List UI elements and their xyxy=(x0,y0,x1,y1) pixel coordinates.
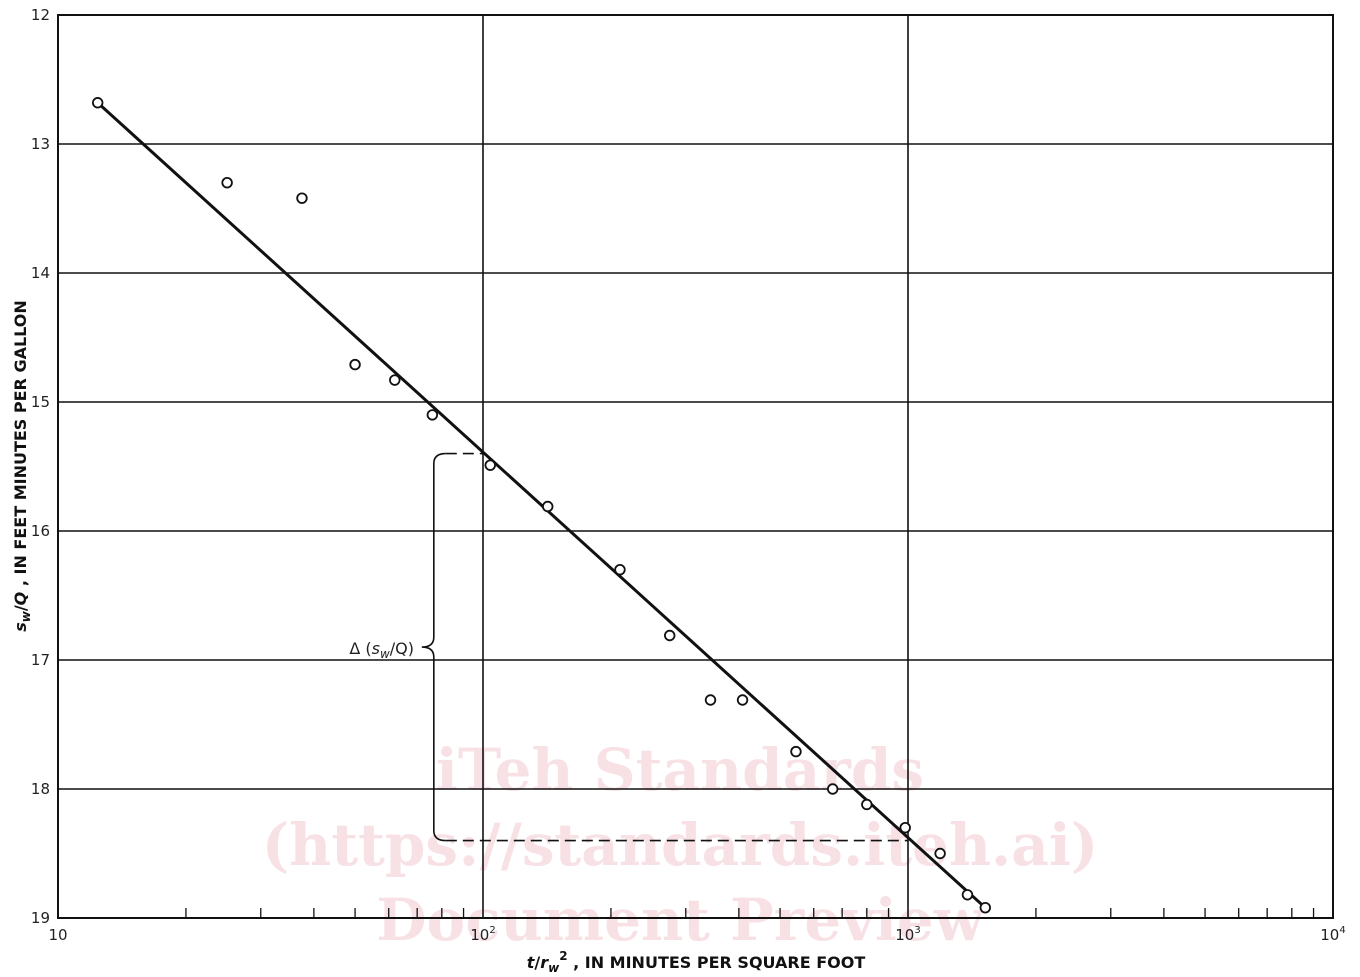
fit-line xyxy=(96,101,987,909)
y-tick-label: 18 xyxy=(31,780,50,798)
y-tick-label: 13 xyxy=(31,135,50,153)
data-point xyxy=(614,564,626,576)
data-point xyxy=(221,176,233,189)
watermark-line-1: iTeh Standards xyxy=(436,736,924,804)
data-point xyxy=(861,798,873,811)
x-tick-label: 103 xyxy=(895,925,920,944)
data-point xyxy=(664,629,676,642)
data-point xyxy=(961,889,974,901)
x-axis-title: t/rw2 , IN MINUTES PER SQUARE FOOT xyxy=(527,949,866,975)
y-tick-label: 12 xyxy=(31,6,50,24)
y-tick-label: 14 xyxy=(31,264,50,282)
y-axis-title: sw/Q , IN FEET MINUTES PER GALLON xyxy=(11,300,33,632)
data-point xyxy=(542,500,554,513)
plot-frame xyxy=(57,14,1334,919)
y-tick-label: 15 xyxy=(31,393,50,411)
x-tick-label: 102 xyxy=(470,925,495,944)
data-point xyxy=(484,459,496,471)
data-point xyxy=(826,783,839,795)
data-point xyxy=(426,409,439,421)
y-tick-label: 19 xyxy=(31,909,50,927)
data-points xyxy=(92,97,991,914)
watermark: iTeh Standards (https://standards.iteh.a… xyxy=(262,736,1099,954)
y-tick-label: 16 xyxy=(31,522,50,540)
x-tick-label: 104 xyxy=(1320,925,1345,944)
watermark-line-2: (https://standards.iteh.ai) xyxy=(262,811,1099,879)
data-point xyxy=(389,374,401,386)
data-point xyxy=(790,745,802,758)
plot-border xyxy=(57,14,1334,919)
data-point xyxy=(899,822,911,834)
data-point xyxy=(92,97,104,109)
y-tick-label: 17 xyxy=(31,651,50,669)
data-point xyxy=(934,847,946,860)
delta-label: Δ (sw/Q) xyxy=(349,639,414,661)
data-point xyxy=(349,358,361,371)
x-tick-label: 10 xyxy=(48,926,67,944)
fit-line-group xyxy=(96,101,987,909)
data-point xyxy=(704,694,717,706)
watermark-line-3: Document Preview xyxy=(376,886,986,954)
data-point xyxy=(296,192,308,204)
data-point xyxy=(979,901,991,914)
data-point xyxy=(736,694,749,706)
